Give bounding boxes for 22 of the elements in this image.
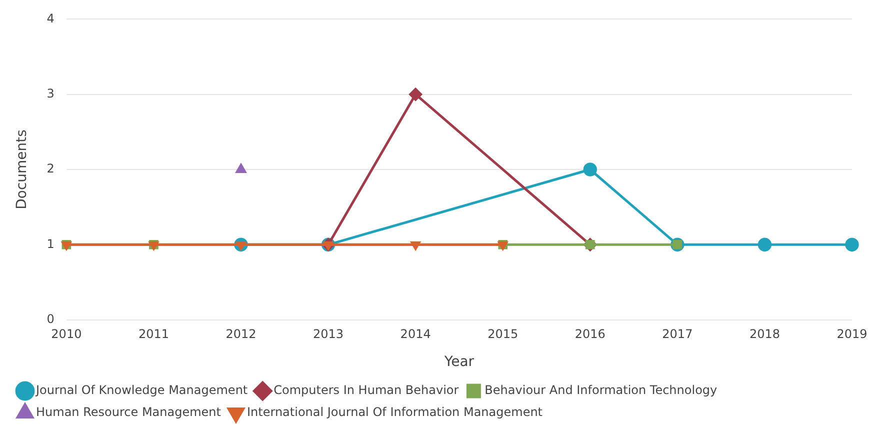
legend-label: Computers In Human Behavior [274, 383, 459, 398]
legend-label: Journal Of Knowledge Management [35, 383, 248, 398]
x-tick-label: 2019 [836, 327, 868, 342]
x-tick-label: 2013 [313, 327, 344, 342]
x-tick-label: 2014 [400, 327, 431, 342]
y-tick-label: 0 [46, 312, 54, 326]
legend-label: Human Resource Management [36, 405, 222, 420]
y-tick-label: 2 [46, 162, 54, 176]
x-tick-label: 2016 [574, 327, 606, 342]
x-tick-label: 2010 [51, 327, 82, 342]
x-axis-title: Year [443, 354, 474, 370]
x-tick-label: 2017 [662, 327, 693, 342]
y-axis-title: Documents [14, 130, 30, 210]
x-tick-label: 2011 [138, 327, 169, 342]
y-tick-label: 4 [46, 11, 54, 26]
x-tick-label: 2018 [749, 327, 780, 342]
x-tick-label: 2015 [488, 327, 518, 342]
legend-label: Behaviour And Information Technology [484, 383, 718, 398]
y-tick-label: 1 [46, 236, 54, 251]
legend-label: International Journal Of Information Management [246, 405, 543, 420]
x-tick-label: 2012 [226, 327, 256, 342]
y-tick-label: 3 [46, 86, 54, 100]
